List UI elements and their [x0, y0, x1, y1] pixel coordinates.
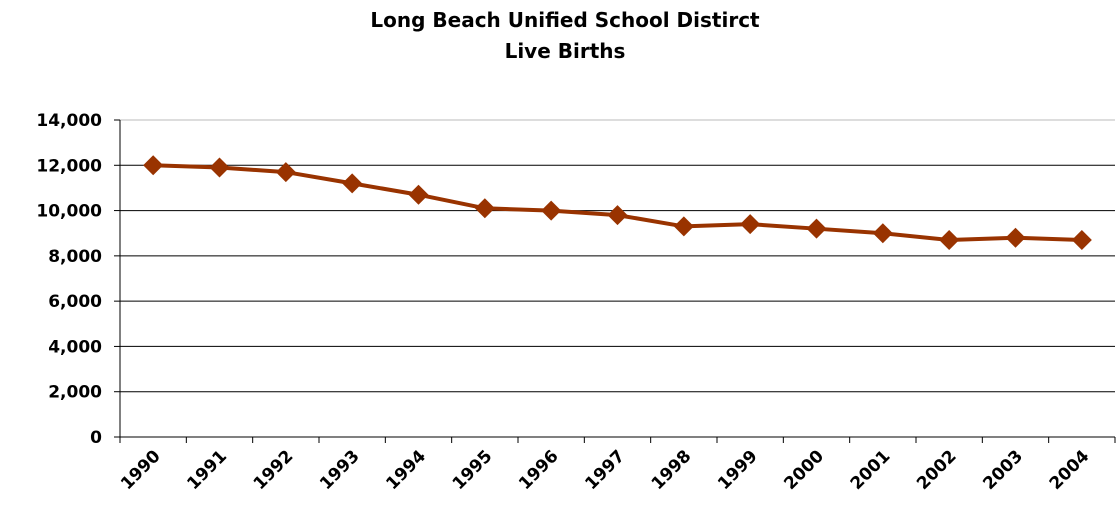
y-tick-label: 6,000 [48, 292, 102, 312]
x-tick-label: 2003 [979, 446, 1027, 494]
marker [342, 173, 363, 194]
chart-title: Long Beach Unified School Distirct [370, 8, 760, 32]
marker [408, 184, 429, 205]
marker [1071, 230, 1092, 251]
x-tick-label: 1994 [382, 446, 430, 494]
y-tick-label: 12,000 [36, 156, 102, 176]
x-tick-label: 1990 [117, 446, 165, 494]
y-tick-label: 0 [90, 428, 102, 448]
y-tick-label: 10,000 [36, 202, 102, 222]
x-tick-label: 2004 [1046, 446, 1094, 494]
series-line [153, 163, 1082, 243]
marker [607, 205, 628, 226]
x-tick-label: 1998 [648, 446, 696, 494]
marker [740, 214, 761, 235]
marker [143, 155, 164, 176]
marker [806, 218, 827, 239]
x-tick-label: 1991 [183, 446, 231, 494]
y-tick-label: 8,000 [48, 247, 102, 267]
marker [474, 198, 495, 219]
marker [939, 230, 960, 251]
x-tick-label: 1995 [449, 446, 497, 494]
x-tick-label: 1999 [714, 446, 762, 494]
y-tick-label: 4,000 [48, 337, 102, 357]
x-tick-label: 1997 [581, 446, 629, 494]
marker [275, 162, 296, 183]
marker [541, 200, 562, 221]
marker [872, 223, 893, 244]
y-tick-label: 2,000 [48, 383, 102, 403]
marker [209, 157, 230, 178]
x-tick-label: 2002 [913, 446, 961, 494]
marker [673, 216, 694, 237]
x-tick-label: 1993 [316, 446, 364, 494]
y-tick-label: 14,000 [36, 111, 102, 131]
x-tick-label: 2001 [847, 446, 895, 494]
chart-title: Live Births [505, 39, 626, 63]
x-tick-label: 2000 [780, 446, 828, 494]
x-tick-label: 1992 [250, 446, 298, 494]
x-tick-label: 1996 [515, 446, 563, 494]
marker [1005, 227, 1026, 248]
